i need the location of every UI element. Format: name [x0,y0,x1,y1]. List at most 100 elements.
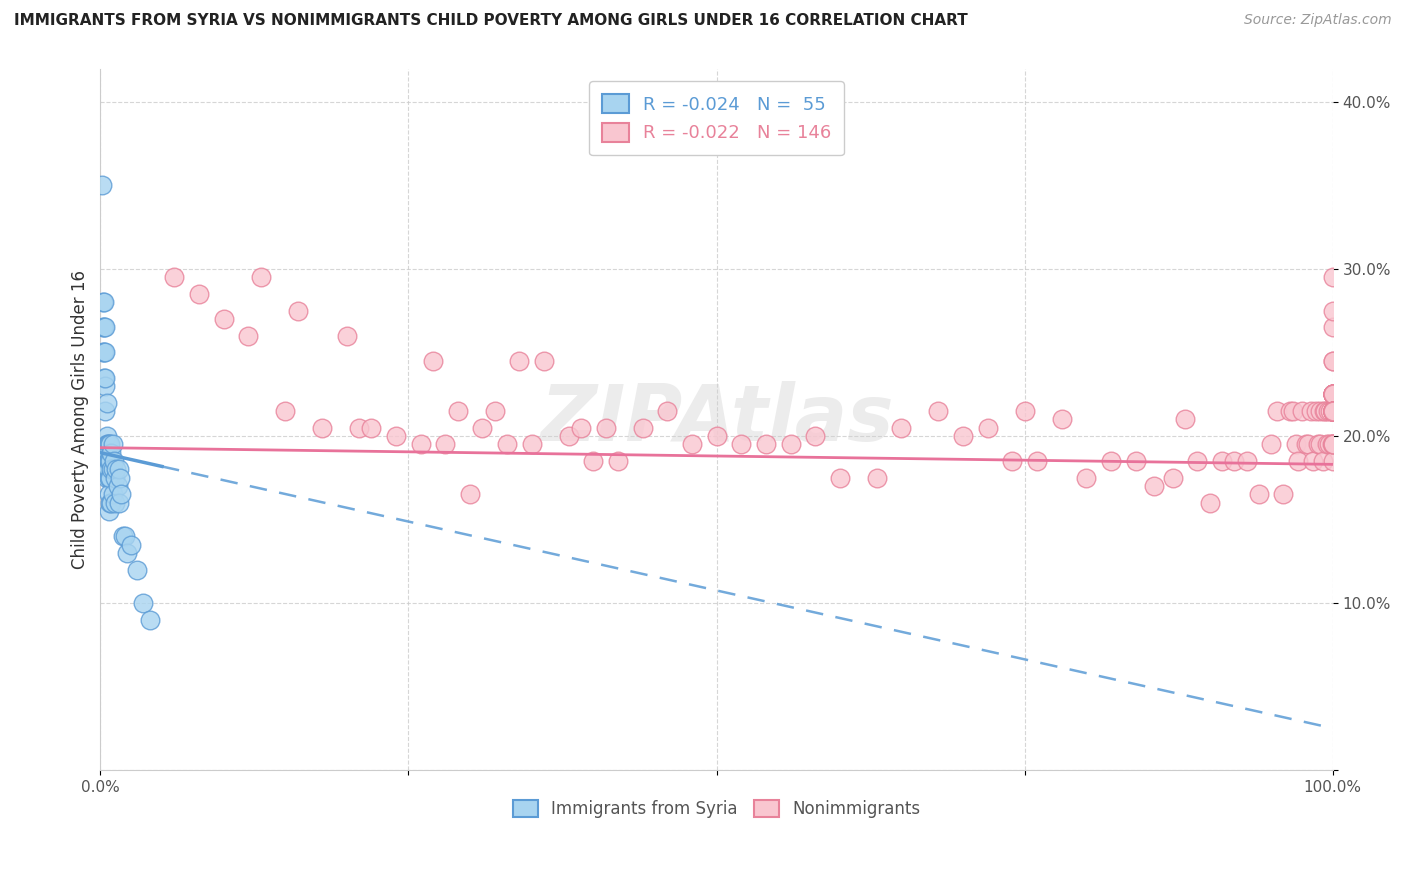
Text: Source: ZipAtlas.com: Source: ZipAtlas.com [1244,13,1392,28]
Point [1309,437,1331,451]
Point [108,471,131,485]
Text: ZIPAtlas: ZIPAtlas [540,381,893,458]
Point [1322,387,1344,401]
Point [101,437,124,451]
Point [1125,454,1147,468]
Point [96,395,118,409]
Point [1291,404,1313,418]
Point [132,596,155,610]
Point [93,345,115,359]
Point [1322,353,1344,368]
Point [1322,404,1344,418]
Point [927,404,949,418]
Point [779,437,801,451]
Point [1295,437,1317,451]
Point [1322,404,1344,418]
Point [1296,437,1319,451]
Point [98,496,121,510]
Point [127,563,149,577]
Point [1211,454,1233,468]
Point [1247,487,1270,501]
Point [1322,387,1344,401]
Point [804,429,827,443]
Point [1312,454,1334,468]
Point [120,537,142,551]
Point [508,353,530,368]
Point [98,487,121,501]
Point [1322,387,1344,401]
Point [866,471,889,485]
Point [569,420,592,434]
Point [96,429,118,443]
Point [100,445,122,459]
Point [1315,404,1337,418]
Point [1076,471,1098,485]
Point [1026,454,1049,468]
Point [1174,412,1197,426]
Point [93,370,115,384]
Point [1322,387,1344,401]
Point [97,462,120,476]
Point [1322,404,1344,418]
Point [582,454,605,468]
Point [1322,404,1344,418]
Point [1050,412,1073,426]
Point [447,404,470,418]
Point [1299,404,1322,418]
Point [108,496,131,510]
Point [409,437,432,451]
Point [1302,454,1324,468]
Point [98,471,121,485]
Point [1322,437,1344,451]
Point [1305,404,1327,418]
Point [157,45,180,59]
Point [94,404,117,418]
Point [496,437,519,451]
Point [1285,437,1308,451]
Point [98,454,121,468]
Point [1322,387,1344,401]
Point [1322,387,1344,401]
Point [96,437,118,451]
Point [1286,454,1309,468]
Point [100,462,122,476]
Point [1282,404,1305,418]
Point [249,270,271,285]
Point [1236,454,1258,468]
Point [96,445,118,459]
Point [101,487,124,501]
Point [1322,404,1344,418]
Point [1322,404,1344,418]
Point [1322,404,1344,418]
Point [97,454,120,468]
Point [91,345,114,359]
Point [1322,404,1344,418]
Point [90,178,112,193]
Point [1322,387,1344,401]
Point [107,479,129,493]
Point [1278,404,1301,418]
Point [91,320,114,334]
Point [1322,404,1344,418]
Point [111,529,134,543]
Point [1322,387,1344,401]
Point [890,420,912,434]
Point [94,345,117,359]
Point [1322,437,1344,451]
Point [91,295,114,310]
Point [94,379,117,393]
Point [98,437,121,451]
Point [98,437,121,451]
Point [347,420,370,434]
Point [1322,387,1344,401]
Point [1306,437,1329,451]
Point [828,471,851,485]
Point [94,320,117,334]
Point [657,404,679,418]
Point [1322,404,1344,418]
Point [1319,404,1341,418]
Point [1322,404,1344,418]
Point [1322,387,1344,401]
Point [1322,270,1344,285]
Point [1161,471,1184,485]
